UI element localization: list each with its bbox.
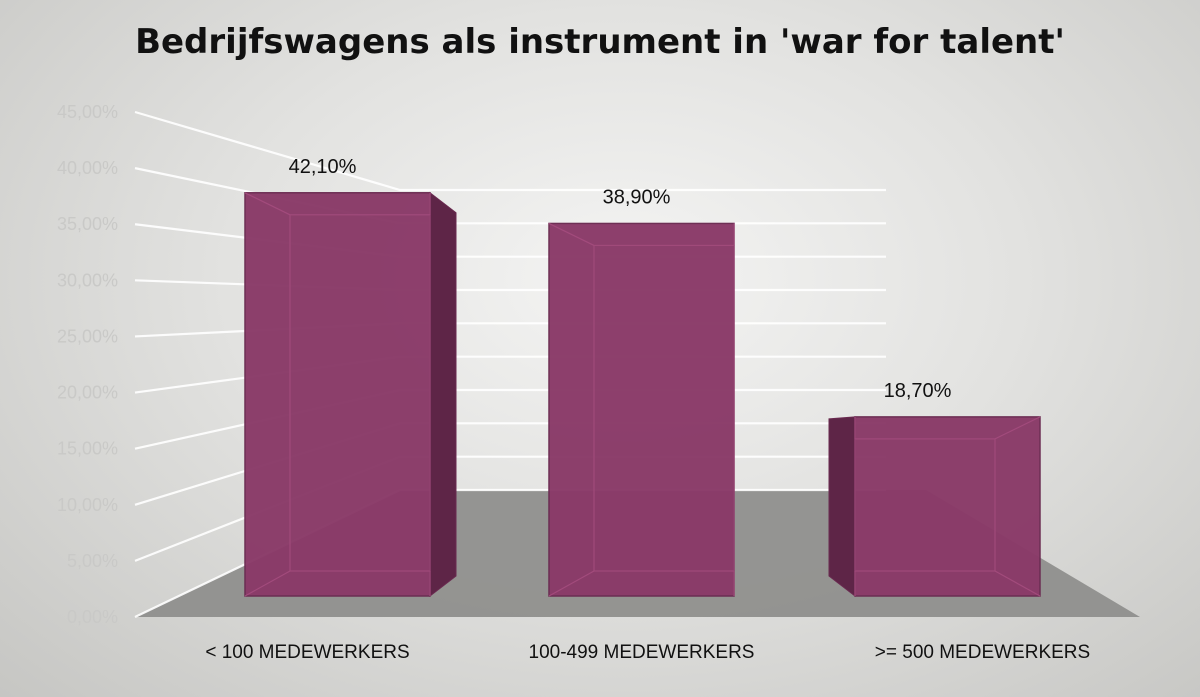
bar-front <box>854 416 1041 597</box>
bar-edge <box>994 570 1041 597</box>
bar-edge <box>548 222 595 246</box>
category-label: < 100 MEDEWERKERS <box>205 642 409 663</box>
y-tick-label: 35,00% <box>57 214 118 234</box>
bar-edge <box>548 570 595 597</box>
y-tick-label: 30,00% <box>57 270 118 290</box>
bar-side <box>429 191 457 598</box>
bar-edge <box>244 192 291 216</box>
y-tick-label: 10,00% <box>57 495 118 515</box>
bar-inner-edge <box>289 214 431 572</box>
bar-front <box>548 222 735 597</box>
y-tick-label: 45,00% <box>57 102 118 122</box>
bar-inner-edge <box>593 244 735 572</box>
category-label: 100-499 MEDEWERKERS <box>529 642 755 663</box>
chart-title: Bedrijfswagens als instrument in 'war fo… <box>135 22 1065 62</box>
bar-front <box>244 192 431 597</box>
data-label: 42,10% <box>289 156 357 178</box>
y-tick-label: 40,00% <box>57 158 118 178</box>
y-tick-label: 20,00% <box>57 383 118 403</box>
bar <box>828 416 1041 598</box>
bar <box>548 222 735 597</box>
data-label: 38,90% <box>603 186 671 208</box>
y-tick-label: 25,00% <box>57 326 118 346</box>
data-label: 18,70% <box>884 380 952 402</box>
bar-edge <box>994 416 1041 440</box>
y-tick-label: 5,00% <box>67 551 118 571</box>
bar-inner-edge <box>854 438 996 572</box>
y-tick-label: 15,00% <box>57 439 118 459</box>
bar <box>244 191 457 598</box>
y-tick-label: 0,00% <box>67 607 118 627</box>
gridline <box>134 110 886 192</box>
bar-side <box>828 416 856 598</box>
category-label: >= 500 MEDEWERKERS <box>875 642 1090 663</box>
bar-edge <box>244 570 291 597</box>
